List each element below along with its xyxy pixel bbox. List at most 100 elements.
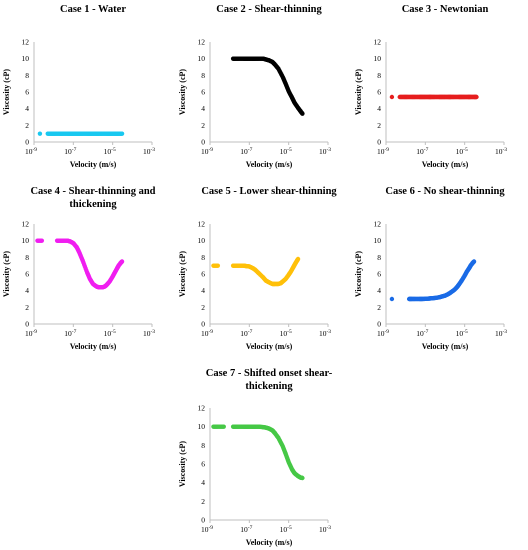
x-tick-base: 10: [319, 329, 327, 338]
y-tick-label: 6: [201, 460, 205, 469]
y-tick-label: 2: [201, 303, 205, 312]
x-tick-base: 10: [377, 329, 385, 338]
x-tick-label: 10-7: [416, 147, 428, 156]
data-point: [119, 259, 125, 264]
x-tick-base: 10: [201, 525, 209, 534]
y-tick-label: 6: [377, 270, 381, 279]
x-tick-base: 10: [25, 329, 33, 338]
data-point: [474, 94, 479, 100]
data-series: [35, 238, 125, 290]
data-point: [39, 238, 45, 243]
y-tick-label: 8: [25, 71, 29, 80]
chart-title: thickening: [69, 199, 117, 210]
x-tick-exponent: -7: [424, 329, 429, 335]
y-tick-label: 4: [201, 286, 205, 295]
x-tick-base: 10: [25, 147, 33, 156]
x-tick-label: 10-3: [319, 525, 331, 534]
y-axis-label: Viscosity (cP): [2, 251, 11, 297]
x-tick-exponent: -3: [502, 147, 507, 153]
data-point: [37, 131, 43, 136]
x-tick-exponent: -7: [424, 147, 429, 153]
data-series: [211, 424, 305, 481]
chart-title: Case 7 - Shifted onset shear-: [206, 368, 333, 379]
y-tick-label: 6: [201, 270, 205, 279]
x-axis-label: Velocity (m/s): [70, 160, 117, 169]
y-tick-label: 4: [25, 286, 29, 295]
y-tick-label: 12: [374, 38, 382, 47]
chart-panel-3: Case 3 - Newtonian 0 2 4 6 8 10 12 10-9 10-7 10-5 1…: [352, 0, 528, 180]
x-tick-exponent: -9: [208, 329, 213, 335]
data-series: [389, 94, 479, 100]
x-tick-label: 10-3: [143, 329, 155, 338]
x-tick-label: 10-7: [240, 147, 252, 156]
y-tick-label: 8: [201, 253, 205, 262]
chart-svg: Case 4 - Shear-thinning and thickening 0 2 4…: [2, 186, 156, 351]
y-tick-label: 2: [201, 121, 205, 130]
data-point: [215, 263, 221, 268]
x-tick-base: 10: [240, 525, 248, 534]
y-tick-label: 12: [198, 220, 206, 229]
y-tick-label: 10: [198, 54, 206, 63]
y-tick-label: 4: [377, 286, 381, 295]
x-tick-label: 10-7: [64, 329, 76, 338]
y-tick-label: 8: [377, 253, 381, 262]
x-tick-exponent: -5: [111, 147, 116, 153]
x-tick-exponent: -3: [150, 329, 155, 335]
y-tick-label: 0: [377, 320, 381, 329]
y-tick-label: 12: [198, 404, 206, 413]
x-tick-base: 10: [104, 147, 112, 156]
y-tick-label: 6: [377, 88, 381, 97]
x-axis-label: Velocity (m/s): [70, 342, 117, 351]
x-tick-label: 10-7: [240, 525, 252, 534]
x-tick-exponent: -9: [208, 525, 213, 531]
y-tick-label: 10: [374, 54, 382, 63]
y-tick-label: 0: [201, 320, 205, 329]
chart-title: thickening: [245, 381, 293, 392]
y-tick-label: 0: [201, 516, 205, 525]
x-tick-label: 10-3: [319, 147, 331, 156]
chart-panel-5: Case 5 - Lower shear-thinning 0 2 4 6 8 10 12 10…: [176, 182, 352, 362]
data-point: [389, 296, 395, 302]
x-tick-exponent: -5: [111, 329, 116, 335]
x-tick-base: 10: [143, 329, 151, 338]
x-tick-base: 10: [495, 329, 503, 338]
chart-svg: Case 5 - Lower shear-thinning 0 2 4 6 8 10 12 10…: [178, 186, 337, 351]
x-axis-label: Velocity (m/s): [422, 342, 469, 351]
x-tick-label: 10-3: [143, 147, 155, 156]
x-tick-exponent: -3: [326, 525, 331, 531]
y-tick-label: 12: [198, 38, 206, 47]
x-tick-base: 10: [377, 147, 385, 156]
y-axis-label: Viscosity (cP): [178, 441, 187, 487]
x-tick-base: 10: [240, 329, 248, 338]
x-tick-base: 10: [240, 147, 248, 156]
chart-panel-6: Case 6 - No shear-thinning 0 2 4 6 8 10 12 10-9 1…: [352, 182, 528, 362]
y-tick-label: 10: [198, 236, 206, 245]
x-tick-exponent: -9: [32, 329, 37, 335]
y-tick-label: 4: [201, 478, 205, 487]
y-axis-label: Viscosity (cP): [354, 251, 363, 297]
y-tick-label: 0: [25, 320, 29, 329]
y-tick-label: 10: [22, 54, 30, 63]
x-tick-base: 10: [319, 147, 327, 156]
y-tick-label: 6: [201, 88, 205, 97]
x-tick-exponent: -9: [384, 147, 389, 153]
x-tick-base: 10: [104, 329, 112, 338]
x-tick-base: 10: [416, 147, 424, 156]
x-tick-base: 10: [280, 329, 288, 338]
x-tick-label: 10-5: [456, 329, 468, 338]
chart-panel-1: Case 1 - Water 0 2 4 6 8 10 12 10-9 10-7 10-5 10-3 V…: [0, 0, 176, 180]
x-tick-exponent: -5: [287, 147, 292, 153]
y-tick-label: 12: [22, 220, 30, 229]
y-tick-label: 0: [25, 138, 29, 147]
x-tick-exponent: -3: [502, 329, 507, 335]
x-tick-base: 10: [201, 329, 209, 338]
x-tick-label: 10-5: [104, 147, 116, 156]
data-point: [300, 111, 305, 116]
x-tick-base: 10: [495, 147, 503, 156]
x-tick-base: 10: [319, 525, 327, 534]
data-point: [300, 475, 305, 481]
y-tick-label: 4: [377, 104, 381, 113]
x-tick-label: 10-9: [201, 329, 213, 338]
